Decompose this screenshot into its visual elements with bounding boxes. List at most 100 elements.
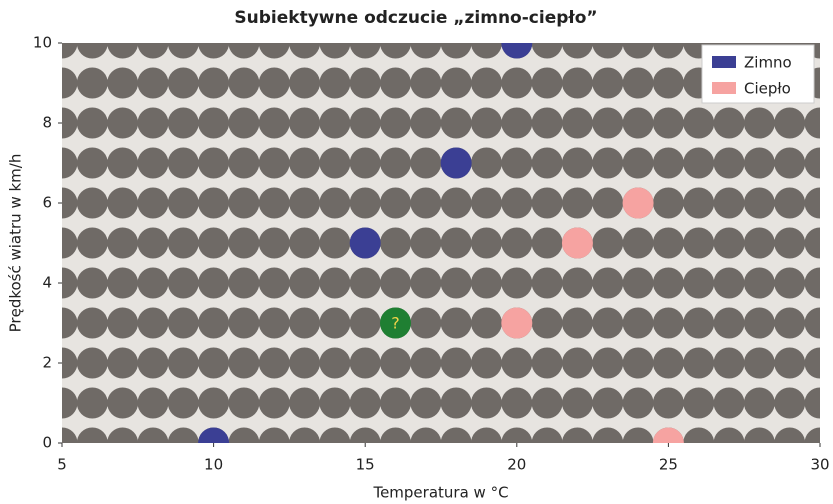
background-dot	[774, 147, 806, 179]
background-dot	[592, 387, 624, 419]
x-tick-label: 25	[659, 456, 678, 474]
background-dot	[470, 67, 502, 99]
y-tick-label: 0	[42, 434, 52, 452]
background-dot	[683, 267, 715, 299]
background-dot	[440, 347, 472, 379]
background-dot	[804, 147, 820, 179]
background-dot	[501, 427, 533, 443]
background-dot	[62, 227, 78, 259]
legend-label: Zimno	[744, 54, 792, 72]
background-dot	[62, 267, 78, 299]
y-tick-label: 6	[42, 194, 52, 212]
background-dot	[592, 427, 624, 443]
background-dot	[652, 107, 684, 139]
background-dot	[592, 347, 624, 379]
background-dot	[319, 347, 351, 379]
background-dot	[167, 347, 199, 379]
background-dot	[652, 227, 684, 259]
background-dot	[713, 107, 745, 139]
background-dot	[592, 227, 624, 259]
background-dot	[258, 43, 290, 59]
background-dot	[561, 107, 593, 139]
background-dot	[561, 427, 593, 443]
background-dot	[258, 67, 290, 99]
background-dot	[198, 107, 230, 139]
background-dot	[76, 227, 108, 259]
background-dot	[774, 227, 806, 259]
background-dot	[683, 347, 715, 379]
background-dot	[349, 187, 381, 219]
background-dot	[410, 227, 442, 259]
background-dot	[531, 387, 563, 419]
background-dot	[167, 43, 199, 59]
background-dot	[289, 427, 321, 443]
background-dot	[804, 427, 820, 443]
background-dot	[652, 267, 684, 299]
background-dot	[440, 67, 472, 99]
background-dot	[76, 107, 108, 139]
background-dot	[62, 107, 78, 139]
point	[198, 427, 230, 443]
background-dot	[107, 43, 139, 59]
annotation-text: ?	[391, 314, 400, 333]
background-dot	[622, 387, 654, 419]
background-dot	[380, 427, 412, 443]
background-dot	[198, 187, 230, 219]
background-dot	[258, 307, 290, 339]
background-dot	[349, 107, 381, 139]
background-dot	[561, 67, 593, 99]
background-dot	[198, 227, 230, 259]
background-dot	[804, 187, 820, 219]
background-dot	[319, 307, 351, 339]
background-dot	[349, 67, 381, 99]
background-dot	[319, 267, 351, 299]
background-dot	[228, 427, 260, 443]
background-dot	[743, 147, 775, 179]
point	[501, 307, 533, 339]
background-dot	[198, 147, 230, 179]
background-dot	[137, 387, 169, 419]
background-dot	[652, 307, 684, 339]
background-dot	[531, 107, 563, 139]
background-dot	[380, 227, 412, 259]
background-dot	[683, 187, 715, 219]
background-dot	[228, 147, 260, 179]
background-dot	[743, 347, 775, 379]
background-dot	[652, 67, 684, 99]
background-dot	[743, 307, 775, 339]
background-dot	[167, 187, 199, 219]
background-dot	[774, 107, 806, 139]
background-dot	[167, 307, 199, 339]
background-dot	[501, 67, 533, 99]
background-dot	[228, 347, 260, 379]
background-dot	[258, 427, 290, 443]
background-dot	[652, 147, 684, 179]
background-dot	[380, 387, 412, 419]
background-dot	[198, 347, 230, 379]
background-dot	[531, 427, 563, 443]
background-dot	[683, 227, 715, 259]
background-dot	[349, 387, 381, 419]
background-dot	[440, 387, 472, 419]
background-dot	[440, 107, 472, 139]
background-dot	[107, 347, 139, 379]
background-dot	[470, 307, 502, 339]
background-dot	[137, 227, 169, 259]
background-dot	[289, 227, 321, 259]
background-dot	[137, 147, 169, 179]
background-dot	[76, 67, 108, 99]
background-dot	[167, 147, 199, 179]
background-dot	[76, 267, 108, 299]
background-dot	[622, 427, 654, 443]
background-dot	[683, 107, 715, 139]
background-dot	[107, 427, 139, 443]
background-dot	[743, 187, 775, 219]
background-dot	[652, 347, 684, 379]
legend-swatch	[712, 56, 736, 68]
background-dot	[713, 147, 745, 179]
background-dot	[713, 427, 745, 443]
background-dot	[622, 307, 654, 339]
background-dot	[289, 347, 321, 379]
background-dot	[410, 307, 442, 339]
